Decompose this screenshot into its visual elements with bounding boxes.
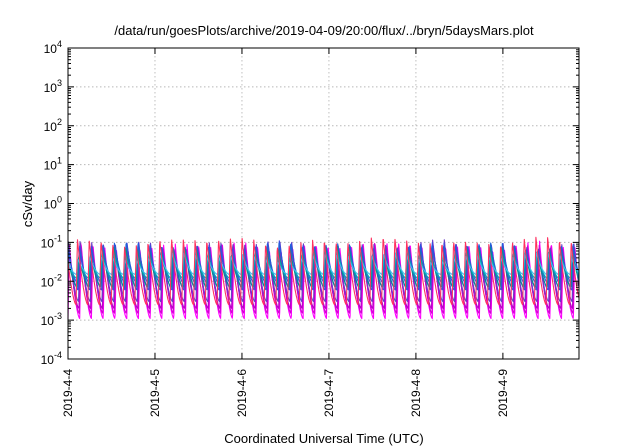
x-tick-label: 2019-4-5 [148,369,162,417]
y-axis-label: cSv/day [20,180,35,227]
y-tick-label: 10-3 [41,311,62,328]
y-tick-label: 10-4 [41,350,62,367]
y-tick-label: 101 [44,156,62,173]
tick-layer [67,47,579,360]
x-tick-label: 2019-4-7 [322,369,336,417]
y-tick-label: 10-2 [41,272,62,289]
x-axis-label: Coordinated Universal Time (UTC) [224,431,423,446]
y-tick-label: 100 [44,195,62,212]
y-tick-label: 102 [44,117,62,134]
y-tick-label: 103 [44,78,62,95]
series-line [67,236,580,306]
chart-title: /data/run/goesPlots/archive/2019-04-09/2… [114,23,534,38]
y-tick-label: 104 [44,39,62,56]
label-layer: 10-4 10-3 10-2 10-1 100 101 102 103 104 2019-4-4 2… [41,39,510,417]
y-tick-label: 10-1 [41,233,62,250]
x-tick-label: 2019-4-9 [496,369,510,417]
x-tick-label: 2019-4-6 [235,369,249,417]
series-layer [67,236,580,320]
x-tick-label: 2019-4-8 [409,369,423,417]
x-tick-label: 2019-4-4 [61,369,75,417]
